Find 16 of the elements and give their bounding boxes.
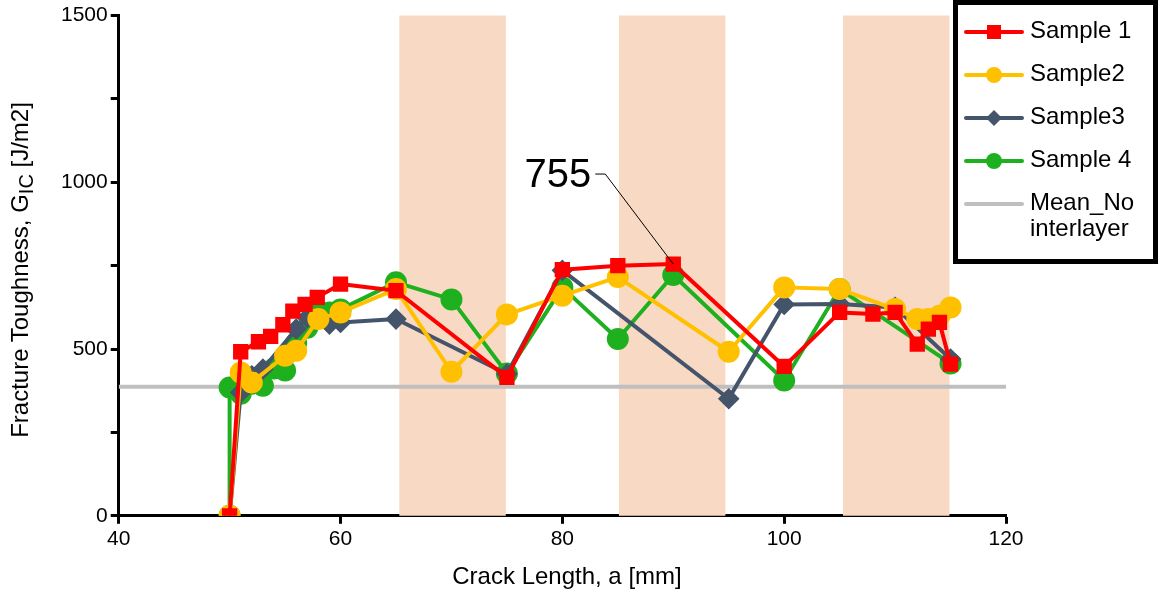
y-tick-label: 0 [96, 502, 108, 526]
x-axis-title: Crack Length, a [mm] [452, 562, 682, 590]
legend-label: Sample 1 [1030, 16, 1132, 43]
y-tick-label: 500 [72, 335, 108, 359]
y-tick-label: 1000 [61, 169, 108, 193]
x-tick-label: 60 [328, 526, 353, 550]
x-tick-label: 80 [550, 526, 575, 550]
annotation: 755 [524, 151, 592, 196]
y-tick-label: 1500 [61, 2, 108, 26]
legend-label: Sample 4 [1030, 145, 1132, 172]
legend-label: Sample3 [1030, 102, 1125, 129]
x-tick-label: 40 [107, 526, 131, 550]
legend-label: Mean_No interlayer [1030, 188, 1136, 241]
x-tick-label: 120 [988, 526, 1024, 550]
legend-label: Sample2 [1030, 59, 1125, 86]
x-tick-label: 100 [766, 526, 802, 550]
